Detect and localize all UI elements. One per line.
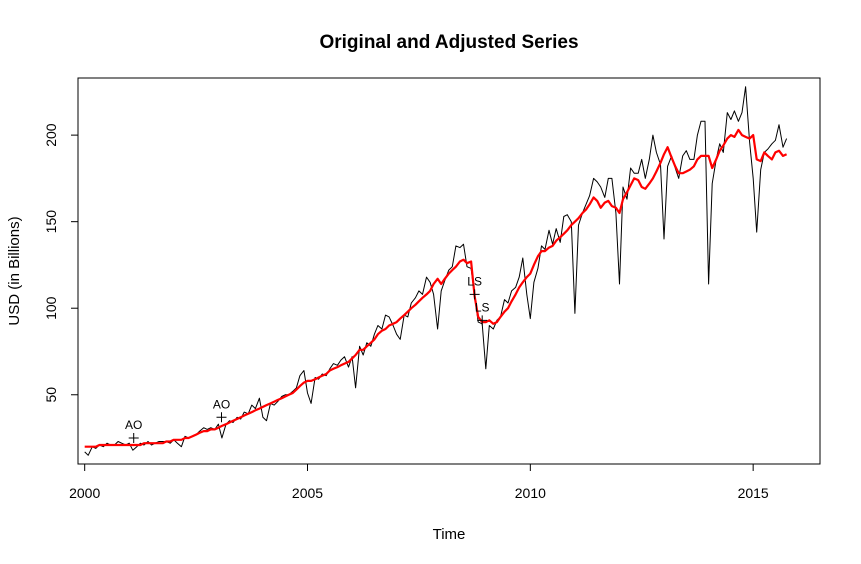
outlier-label: AO — [125, 418, 142, 432]
outlier-marker — [128, 433, 139, 444]
outlier-marker — [477, 315, 488, 326]
y-axis: 50 100 150 200 — [43, 123, 79, 403]
outlier-label: LS — [467, 274, 482, 288]
x-axis: 2000 2005 2010 2015 — [69, 463, 769, 501]
chart-title: Original and Adjusted Series — [319, 32, 578, 53]
x-tick-label: 2015 — [738, 485, 769, 501]
x-tick-label: 2010 — [515, 485, 546, 501]
series-layer — [84, 86, 788, 456]
adjusted-series-line — [84, 128, 788, 448]
outlier-label: LS — [475, 300, 490, 314]
x-tick-label: 2000 — [69, 485, 100, 501]
x-tick-label: 2005 — [292, 485, 323, 501]
y-axis-label: USD (in Billions) — [6, 216, 23, 325]
annotation-layer: AO AO LS LS — [125, 274, 490, 444]
x-axis-label: Time — [433, 526, 466, 543]
outlier-marker — [469, 289, 480, 300]
original-series-line — [84, 86, 788, 456]
y-tick-label: 100 — [43, 296, 59, 320]
outlier-label: AO — [213, 397, 230, 411]
y-tick-label: 50 — [43, 387, 59, 403]
y-tick-label: 200 — [43, 123, 59, 147]
y-tick-label: 150 — [43, 210, 59, 234]
outlier-marker — [216, 412, 227, 423]
